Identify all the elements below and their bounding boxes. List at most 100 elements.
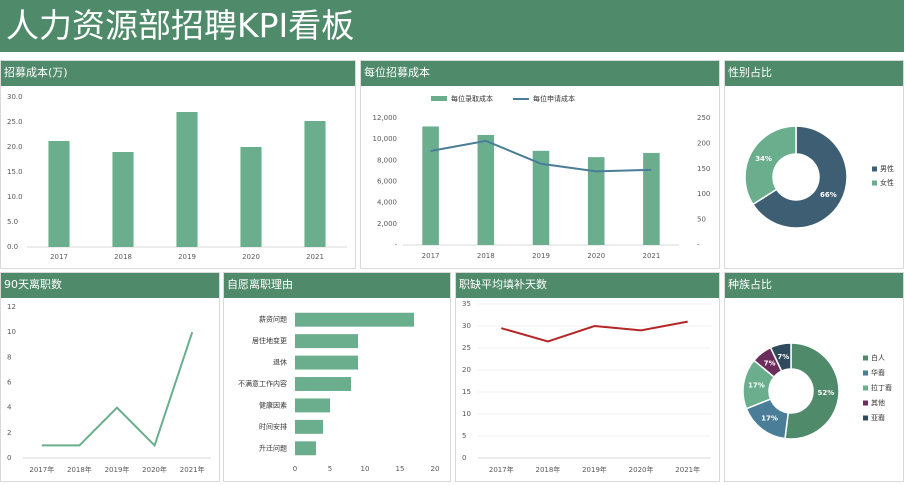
chart-cost: 0.0 5.0 10.0 15.0 20.0 25.0 30.0 2017 2018 2019 20… (7, 93, 347, 261)
x-tick-label: 2020 (242, 253, 260, 261)
y-tick-label: 10 (462, 410, 471, 418)
title-banner: 人力资源部招聘KPI看板 (0, 0, 904, 54)
y-tick-label: - (394, 241, 397, 249)
legend-swatch (863, 355, 868, 361)
y-tick-label: 0 (7, 454, 11, 462)
legend-swatch-bar (431, 96, 447, 101)
x-tick-label: 2018 (477, 252, 495, 260)
x-tick-label: 2019 (532, 252, 550, 260)
x-tick-label: 2017年 (489, 465, 514, 474)
y2-tick-label: 150 (697, 165, 710, 173)
panel-header: 每位招募成本 (361, 61, 719, 86)
data-label: 7% (777, 353, 789, 361)
legend-label: 白人 (871, 353, 885, 362)
bar-2021 (304, 121, 326, 247)
y2-tick-label: 100 (697, 190, 710, 198)
x-tick-label: 2018 (114, 253, 132, 261)
x-tick-label: 2021 (642, 252, 660, 260)
bar-2017 (422, 126, 439, 245)
y-tick-label: 居住地变更 (252, 336, 287, 345)
y-tick-label: 6,000 (377, 178, 397, 186)
x-tick-label: 2021年 (675, 465, 700, 474)
y-tick-label: 20 (462, 366, 471, 374)
legend-swatch (863, 415, 868, 421)
bar-2021 (643, 152, 660, 245)
x-tick-label: 15 (396, 465, 405, 473)
line-series-fill-days (501, 320, 688, 343)
chart-turnover: 0 2 4 6 8 10 12 2017年 2018年 2019年 2020年 2021年 (7, 303, 211, 474)
x-tick-label: 0 (293, 465, 297, 473)
x-tick-label: 20 (431, 465, 440, 473)
panel-title: 种族占比 (728, 278, 772, 291)
panel-cost: 招募成本(万) 0.0 5.0 10.0 15.0 20.0 25.0 30.0 2017 20… (0, 60, 356, 269)
bar-2019 (532, 150, 550, 245)
x-tick-label: 2020 (587, 252, 605, 260)
legend-label: 其他 (871, 398, 885, 407)
data-label: 7% (764, 359, 776, 367)
data-label: 66% (820, 191, 837, 199)
bar-2018 (477, 134, 495, 245)
data-label: 34% (755, 155, 772, 163)
y-tick-label: 不满意工作内容 (238, 379, 287, 388)
chart-per-cost: - 2,000 4,000 6,000 8,000 10,000 12,000 - 50 100 1… (373, 94, 711, 260)
y-tick-label: 30 (462, 322, 471, 330)
x-tick-label: 2017 (422, 252, 440, 260)
x-tick-label: 2018年 (535, 465, 560, 474)
y-tick-label: 4,000 (377, 199, 397, 207)
bar-不满意工作内容 (295, 377, 351, 391)
slice-女性 (744, 125, 797, 206)
panel-header: 自愿离职理由 (224, 273, 450, 298)
y-tick-label: 2,000 (377, 220, 397, 228)
y-tick-label: 10 (7, 328, 16, 336)
panel-gender: 性别占比 66% 34% 男性 女性 (724, 60, 904, 269)
x-tick-label: 2020年 (142, 465, 167, 474)
x-tick-label: 2019年 (582, 465, 607, 474)
bar-退休 (295, 355, 358, 370)
y-tick-label: 12 (7, 303, 16, 311)
y-tick-label: 退休 (273, 358, 287, 367)
y-tick-label: 35 (462, 300, 471, 308)
panel-title: 性别占比 (728, 66, 772, 79)
panel-header: 种族占比 (725, 273, 903, 298)
bar-时间安排 (295, 419, 323, 434)
panel-title: 职缺平均填补天数 (459, 278, 547, 291)
bar-2019 (176, 112, 198, 247)
y-tick-label: 8 (7, 353, 11, 361)
slice-男性 (751, 125, 848, 229)
x-tick-label: 2017 (50, 253, 68, 261)
data-label: 17% (761, 415, 778, 423)
legend-label: 拉丁裔 (871, 383, 892, 392)
bar-2020 (240, 147, 262, 247)
y-tick-label: 升迁问题 (259, 443, 287, 452)
y-tick-label: 10.0 (7, 193, 23, 201)
y-tick-label: 6 (7, 379, 12, 387)
data-label: 17% (748, 382, 765, 390)
y-tick-label: 2 (7, 429, 11, 437)
y2-tick-label: 200 (697, 139, 710, 147)
y-tick-label: 15 (462, 388, 471, 396)
data-label: 52% (818, 389, 835, 397)
legend-swatch (863, 385, 868, 391)
y-tick-label: 25 (462, 344, 471, 352)
chart-fill-days: 0 5 10 15 20 25 30 35 2017年 2018年 2019年 2020年 2021年 (462, 300, 711, 474)
y-tick-label: 5.0 (7, 218, 18, 226)
legend-label: 亚裔 (871, 413, 885, 422)
y-tick-label: 薪资问题 (259, 315, 287, 324)
x-tick-label: 2017年 (29, 465, 54, 474)
y2-tick-label: 250 (697, 114, 710, 122)
page-title: 人力资源部招聘KPI看板 (6, 6, 355, 45)
y-tick-label: 健康因素 (259, 400, 287, 409)
panel-race: 种族占比 52% 17% 17% 7% 7% 白人 华裔 拉丁裔 其他 亚裔 (724, 272, 904, 482)
x-tick-label: 2019年 (105, 465, 130, 474)
panel-header: 性别占比 (725, 61, 903, 86)
x-tick-label: 2018年 (67, 465, 92, 474)
panel-title: 招募成本(万) (4, 66, 68, 79)
panel-fill-days: 职缺平均填补天数 0 5 10 15 20 25 30 35 2017年 2018年 2019年 20… (455, 272, 720, 482)
x-tick-label: 2020年 (629, 465, 654, 474)
y2-tick-label: - (697, 241, 700, 249)
legend-swatch (863, 370, 868, 376)
legend-label: 男性 (880, 164, 894, 173)
y-tick-label: 15.0 (7, 168, 23, 176)
